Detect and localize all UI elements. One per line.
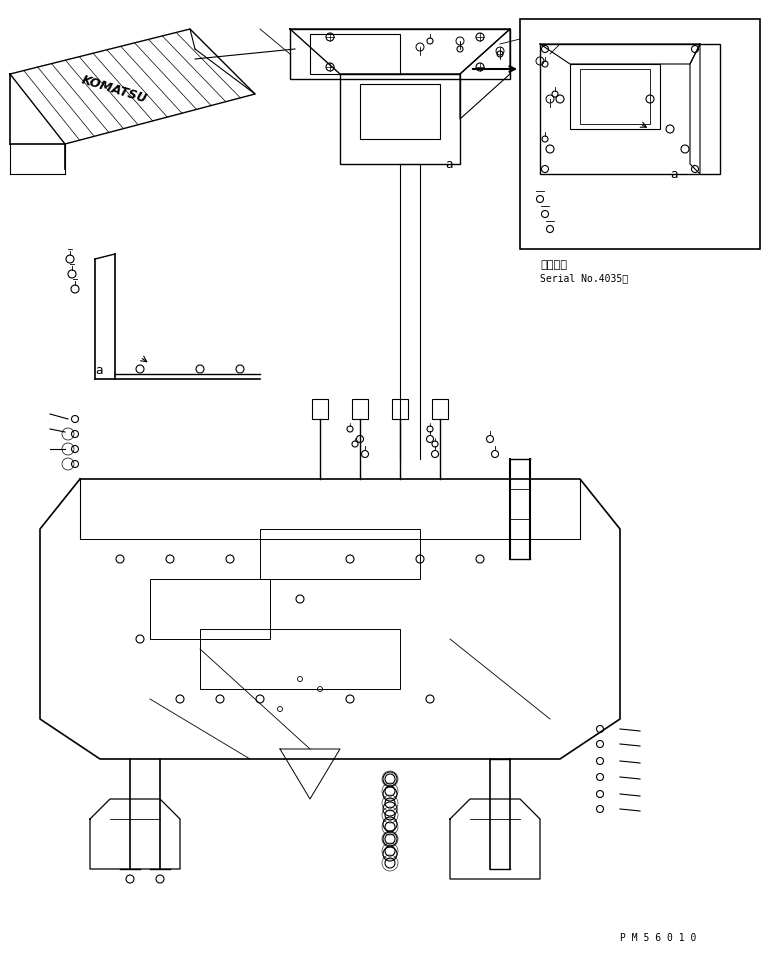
Bar [310, 35, 400, 75]
Text: a: a [670, 169, 677, 181]
Text: a: a [95, 363, 102, 376]
Bar [150, 579, 270, 639]
Bar [392, 399, 408, 419]
Bar [290, 30, 510, 80]
Bar [520, 20, 760, 250]
Bar [580, 70, 650, 125]
Bar [260, 530, 420, 579]
Text: 適用号機: 適用号機 [540, 260, 567, 270]
Text: Serial No.4035～: Serial No.4035～ [540, 273, 628, 283]
Bar [540, 45, 720, 174]
Bar [200, 629, 400, 689]
Bar [570, 65, 660, 130]
Bar [360, 85, 440, 140]
Text: P M 5 6 0 1 0: P M 5 6 0 1 0 [620, 932, 697, 942]
Bar [352, 399, 368, 419]
Bar [340, 75, 460, 165]
Text: KOMATSU: KOMATSU [80, 73, 149, 106]
Text: a: a [445, 158, 452, 172]
Bar [312, 399, 328, 419]
Bar [432, 399, 448, 419]
